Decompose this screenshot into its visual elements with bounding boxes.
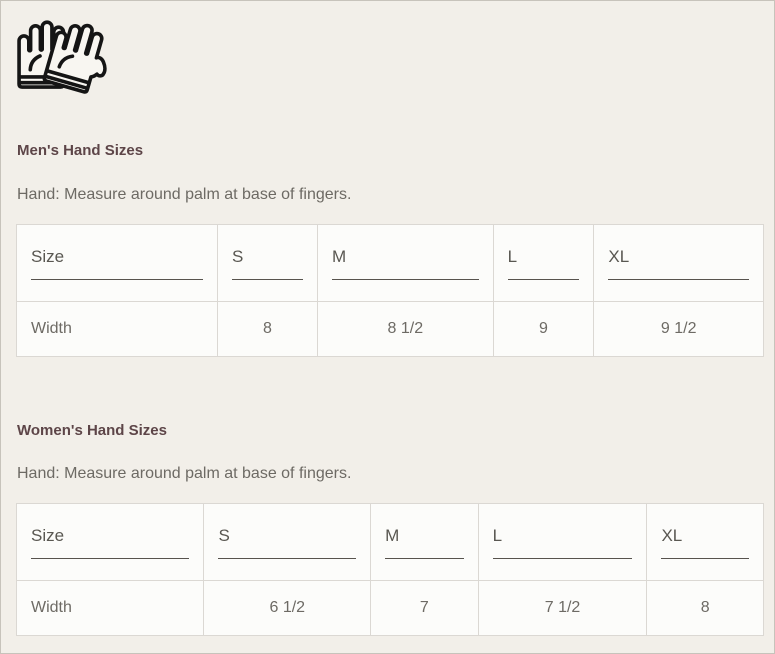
mens-size-table: Size S M L XL [16, 223, 764, 357]
size-value-cell: 7 1/2 [477, 580, 648, 637]
column-header-label: S [231, 246, 244, 266]
size-value-cell: 8 [216, 300, 319, 357]
column-header-label: Size [31, 526, 65, 546]
womens-column-header-m: M [370, 503, 479, 582]
mens-width-row: Width 8 8 1/2 9 9 1/2 [16, 300, 764, 357]
mens-column-header-l: L [492, 223, 595, 302]
size-chart-panel: Men's Hand Sizes Hand: Measure around pa… [1, 9, 774, 637]
column-header-label: Size [31, 246, 65, 266]
header-underline [661, 558, 749, 560]
size-value-cell: 9 1/2 [593, 300, 764, 357]
gloves-icon [14, 9, 124, 111]
row-label-cell: Width [16, 300, 218, 357]
womens-size-table: Size S M L XL [15, 503, 764, 637]
column-header-label: L [492, 526, 503, 546]
column-header-label: M [332, 246, 347, 266]
header-underline [332, 278, 479, 280]
womens-section-title: Women's Hand Sizes [17, 421, 167, 439]
mens-measure-instructions: Hand: Measure around palm at base of fin… [17, 185, 352, 203]
header-underline [507, 278, 580, 280]
column-header-label: M [385, 526, 400, 546]
gloves-icon-svg [17, 16, 118, 98]
womens-column-header-s: S [203, 503, 372, 582]
womens-width-row: Width 6 1/2 7 7 1/2 8 [15, 580, 764, 637]
mens-column-header-s: S [216, 223, 319, 302]
size-value-cell: 8 1/2 [317, 300, 494, 357]
mens-column-header-size: Size [16, 223, 218, 302]
womens-column-header-size: Size [15, 503, 205, 582]
womens-measure-instructions: Hand: Measure around palm at base of fin… [17, 465, 352, 483]
mens-column-header-xl: XL [593, 223, 764, 302]
header-underline [608, 278, 749, 280]
row-label-cell: Width [15, 580, 205, 637]
size-value-cell: 8 [646, 580, 764, 637]
size-value-cell: 7 [370, 580, 479, 637]
header-underline [492, 558, 633, 560]
mens-header-row: Size S M L XL [16, 223, 764, 302]
column-header-label: XL [661, 526, 683, 546]
header-underline [385, 558, 464, 560]
mens-section-title: Men's Hand Sizes [17, 142, 144, 159]
header-underline [231, 278, 304, 280]
womens-column-header-l: L [477, 503, 648, 582]
header-underline [218, 558, 357, 560]
mens-column-header-m: M [317, 223, 494, 302]
column-header-label: S [218, 526, 230, 546]
size-value-cell: 6 1/2 [203, 580, 372, 637]
column-header-label: L [507, 246, 518, 266]
header-underline [31, 278, 203, 280]
column-header-label: XL [608, 246, 630, 266]
womens-column-header-xl: XL [646, 503, 764, 582]
size-value-cell: 9 [492, 300, 595, 357]
header-underline [31, 558, 190, 560]
womens-header-row: Size S M L XL [15, 503, 764, 582]
